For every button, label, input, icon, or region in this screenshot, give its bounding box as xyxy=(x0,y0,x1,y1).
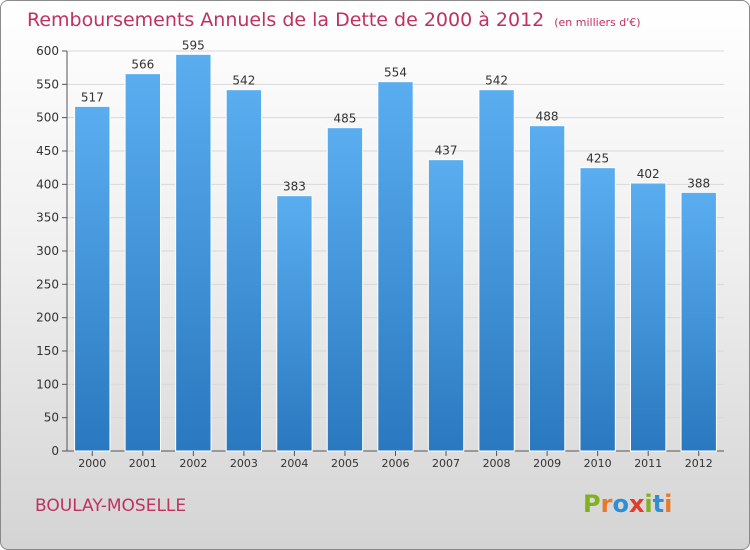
bar-2003 xyxy=(225,89,263,452)
y-tick-label: 550 xyxy=(36,77,59,91)
bar-2005 xyxy=(326,127,364,452)
y-tick-label: 200 xyxy=(36,311,59,325)
bar-2000 xyxy=(74,105,111,452)
bar-value-label: 425 xyxy=(586,152,609,166)
logo-letter: P xyxy=(583,490,601,518)
y-tick-label: 400 xyxy=(36,177,59,191)
bar-2009 xyxy=(528,125,566,452)
logo-letter: r xyxy=(600,490,613,518)
y-tick-label: 150 xyxy=(36,344,59,358)
chart-title-main: Remboursements Annuels de la Dette de 20… xyxy=(27,9,545,31)
proxiti-logo: Proxiti xyxy=(583,490,672,518)
x-tick-label: 2005 xyxy=(331,457,359,470)
bar-value-label: 595 xyxy=(182,38,205,52)
x-tick-label: 2002 xyxy=(179,457,207,470)
logo-letter: i xyxy=(644,490,653,518)
logo-letter: x xyxy=(628,490,645,518)
bar-2012 xyxy=(680,191,717,452)
x-tick-label: 2010 xyxy=(584,457,612,470)
y-tick-label: 450 xyxy=(36,144,59,158)
y-tick-label: 600 xyxy=(36,44,59,58)
bar-value-label: 383 xyxy=(283,180,306,194)
bar-2011 xyxy=(630,182,667,452)
chart-title: Remboursements Annuels de la Dette de 20… xyxy=(27,9,641,31)
y-tick-label: 0 xyxy=(51,444,59,458)
y-tick-label: 250 xyxy=(36,277,59,291)
y-tick-label: 100 xyxy=(36,377,59,391)
x-tick-label: 2012 xyxy=(685,457,713,470)
x-tick-label: 2009 xyxy=(533,457,561,470)
bar-value-label: 554 xyxy=(384,66,407,80)
bar-2002 xyxy=(175,53,212,452)
y-tick-label: 50 xyxy=(44,411,59,425)
place-name: BOULAY-MOSELLE xyxy=(35,496,187,516)
bar-2010 xyxy=(579,167,616,452)
bar-value-label: 402 xyxy=(637,167,660,181)
bar-value-label: 542 xyxy=(485,74,508,88)
bar-value-label: 388 xyxy=(687,176,710,190)
y-tick-label: 350 xyxy=(36,211,59,225)
x-tick-label: 2001 xyxy=(129,457,157,470)
bar-layer: 517 566 595 542 383 485 554 437 542 488 425 402 388 xyxy=(74,38,717,452)
y-axis: 0 50 100 150 200 250 300 350 400 450 500 550 600 xyxy=(36,44,724,458)
bar-value-label: 437 xyxy=(435,144,458,158)
bar-value-label: 485 xyxy=(334,112,357,126)
x-tick-label: 2011 xyxy=(634,457,662,470)
x-tick-label: 2006 xyxy=(382,457,410,470)
logo-letter: i xyxy=(664,490,673,518)
x-axis: 2000 2001 2002 2003 2004 2005 2006 2007 2008 2009… xyxy=(78,451,713,470)
bar-value-label: 517 xyxy=(81,90,104,104)
y-tick-label: 500 xyxy=(36,111,59,125)
bar-value-label: 566 xyxy=(131,58,154,72)
bar-2008 xyxy=(478,89,515,452)
logo-letter: t xyxy=(652,490,665,518)
logo-letter: o xyxy=(612,490,629,518)
bar-value-label: 488 xyxy=(536,110,559,124)
x-tick-label: 2008 xyxy=(483,457,511,470)
bar-value-label: 542 xyxy=(232,74,255,88)
x-tick-label: 2003 xyxy=(230,457,258,470)
x-tick-label: 2007 xyxy=(432,457,460,470)
bar-2004 xyxy=(276,195,313,452)
x-tick-label: 2004 xyxy=(280,457,308,470)
bar-2007 xyxy=(427,159,465,452)
x-tick-label: 2000 xyxy=(78,457,106,470)
y-tick-label: 300 xyxy=(36,244,59,258)
bar-2001 xyxy=(124,73,161,452)
chart-unit-label: (en milliers d'€) xyxy=(554,16,641,29)
bar-2006 xyxy=(377,81,414,452)
